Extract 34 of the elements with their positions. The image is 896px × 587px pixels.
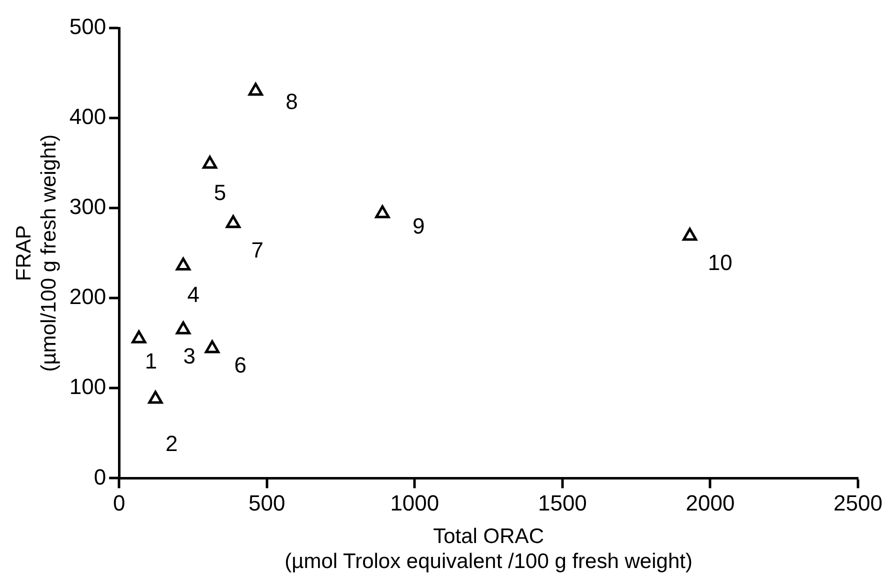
x-tick-label: 500 xyxy=(248,490,286,516)
annotation: 3 xyxy=(183,344,196,369)
y-tick-label: 500 xyxy=(69,14,106,40)
point xyxy=(204,340,220,354)
x-tick-label: 2000 xyxy=(686,490,735,516)
point xyxy=(202,156,218,169)
annotation: 7 xyxy=(251,237,264,262)
point xyxy=(148,390,163,404)
annotation: 6 xyxy=(234,352,246,378)
y-tick-label: 300 xyxy=(69,194,106,220)
point xyxy=(375,205,390,218)
x-tick-label: 2500 xyxy=(834,490,882,516)
y-tick-label: 100 xyxy=(69,374,106,400)
y-tick-label: 400 xyxy=(69,104,106,130)
x-axis-title: Total ORAC (µmol Trolox equivalent /100 g fresh weight) xyxy=(284,524,692,574)
x-tick-label: 1000 xyxy=(390,490,440,516)
annotation: 10 xyxy=(708,250,732,276)
point xyxy=(682,228,698,241)
annotation: 1 xyxy=(144,348,158,374)
y-tick-label: 0 xyxy=(94,464,106,490)
x-tick-label: 0 xyxy=(112,490,126,516)
y-tick-label: 200 xyxy=(69,284,106,310)
point xyxy=(176,257,191,270)
point xyxy=(248,82,263,96)
point xyxy=(226,215,241,228)
x-tick-label: 1500 xyxy=(538,490,587,516)
y-axis-title: FRAP (µmol/100 g fresh weight) xyxy=(12,134,61,372)
annotation: 8 xyxy=(286,89,298,114)
annotation: 4 xyxy=(187,282,200,307)
annotation: 2 xyxy=(165,431,178,456)
annotation: 9 xyxy=(412,214,425,239)
point xyxy=(176,321,191,334)
point xyxy=(132,330,146,344)
annotation: 5 xyxy=(214,180,226,206)
